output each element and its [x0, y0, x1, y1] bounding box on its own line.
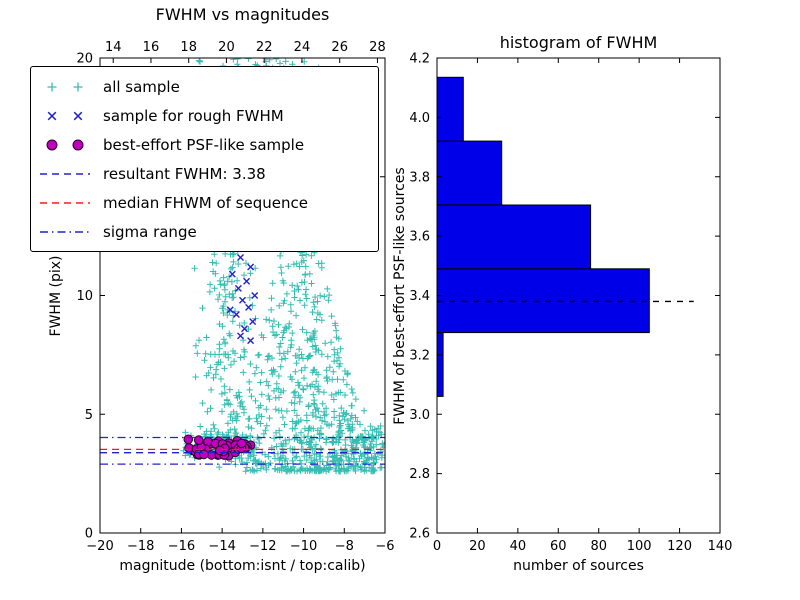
right-plot-ylabel: FWHM of best-effort PSF-like sources: [392, 167, 408, 425]
svg-text:−16: −16: [168, 539, 195, 554]
svg-text:2.6: 2.6: [409, 527, 430, 542]
svg-text:20: 20: [76, 52, 93, 67]
legend-item: median FHWM of sequence: [37, 188, 372, 217]
svg-text:2.8: 2.8: [409, 467, 430, 482]
svg-text:−8: −8: [335, 539, 354, 554]
svg-text:22: 22: [256, 40, 273, 55]
svg-text:4.0: 4.0: [409, 111, 430, 126]
legend-label: sigma range: [103, 222, 197, 241]
legend-dashed-marker-icon: [40, 172, 90, 175]
svg-text:14: 14: [105, 40, 122, 55]
legend: all sample sample for rough FWHM best-effo…: [30, 66, 379, 252]
legend-label: best-effort PSF-like sample: [103, 135, 305, 154]
svg-text:3.4: 3.4: [409, 289, 430, 304]
svg-text:140: 140: [708, 539, 733, 554]
legend-dashdot-marker-icon: [40, 230, 90, 233]
svg-text:3.8: 3.8: [409, 170, 430, 185]
svg-text:−20: −20: [86, 539, 113, 554]
svg-text:3.6: 3.6: [409, 230, 430, 245]
svg-text:20: 20: [218, 40, 235, 55]
svg-text:80: 80: [590, 539, 607, 554]
svg-text:100: 100: [627, 539, 652, 554]
right-plot-xlabel: number of sources: [513, 558, 644, 574]
svg-text:60: 60: [550, 539, 567, 554]
right-plot-title: histogram of FWHM: [499, 33, 658, 52]
svg-text:120: 120: [667, 539, 692, 554]
svg-text:20: 20: [469, 539, 486, 554]
svg-text:16: 16: [143, 40, 160, 55]
svg-text:0: 0: [433, 539, 441, 554]
svg-text:24: 24: [294, 40, 311, 55]
legend-dashed-marker-icon: [40, 201, 90, 204]
legend-x-marker-icon: [47, 111, 83, 120]
svg-text:−10: −10: [290, 539, 317, 554]
legend-label: median FHWM of sequence: [103, 193, 308, 212]
svg-text:−18: −18: [127, 539, 154, 554]
svg-text:−12: −12: [249, 539, 276, 554]
hist-bar: [436, 268, 650, 334]
left-plot-ylabel: FWHM (pix): [48, 255, 64, 337]
legend-plus-marker-icon: [47, 82, 83, 91]
legend-item: resultant FWHM: 3.38: [37, 159, 372, 188]
svg-text:5: 5: [85, 408, 93, 423]
hist-bar: [436, 140, 503, 206]
hist-bar: [436, 204, 592, 270]
left-plot-title: FWHM vs magnitudes: [155, 5, 330, 24]
legend-item: sigma range: [37, 217, 372, 246]
svg-text:3.2: 3.2: [409, 348, 430, 363]
hist-bar: [436, 76, 464, 142]
svg-text:3.0: 3.0: [409, 408, 430, 423]
hist-bar: [436, 332, 444, 397]
legend-item: sample for rough FWHM: [37, 101, 372, 130]
svg-text:0: 0: [85, 527, 93, 542]
svg-text:−14: −14: [208, 539, 235, 554]
legend-label: resultant FWHM: 3.38: [103, 164, 266, 183]
svg-text:4.2: 4.2: [409, 52, 430, 67]
svg-text:28: 28: [369, 40, 386, 55]
svg-text:40: 40: [510, 539, 527, 554]
svg-text:26: 26: [331, 40, 348, 55]
svg-text:−6: −6: [375, 539, 394, 554]
legend-label: all sample: [103, 77, 180, 96]
legend-item: all sample: [37, 72, 372, 101]
left-plot-xlabel: magnitude (bottom:isnt / top:calib): [119, 558, 366, 574]
legend-circle-marker-icon: [46, 139, 84, 150]
svg-text:10: 10: [76, 289, 93, 304]
legend-item: best-effort PSF-like sample: [37, 130, 372, 159]
svg-text:18: 18: [180, 40, 197, 55]
legend-label: sample for rough FWHM: [103, 106, 284, 125]
